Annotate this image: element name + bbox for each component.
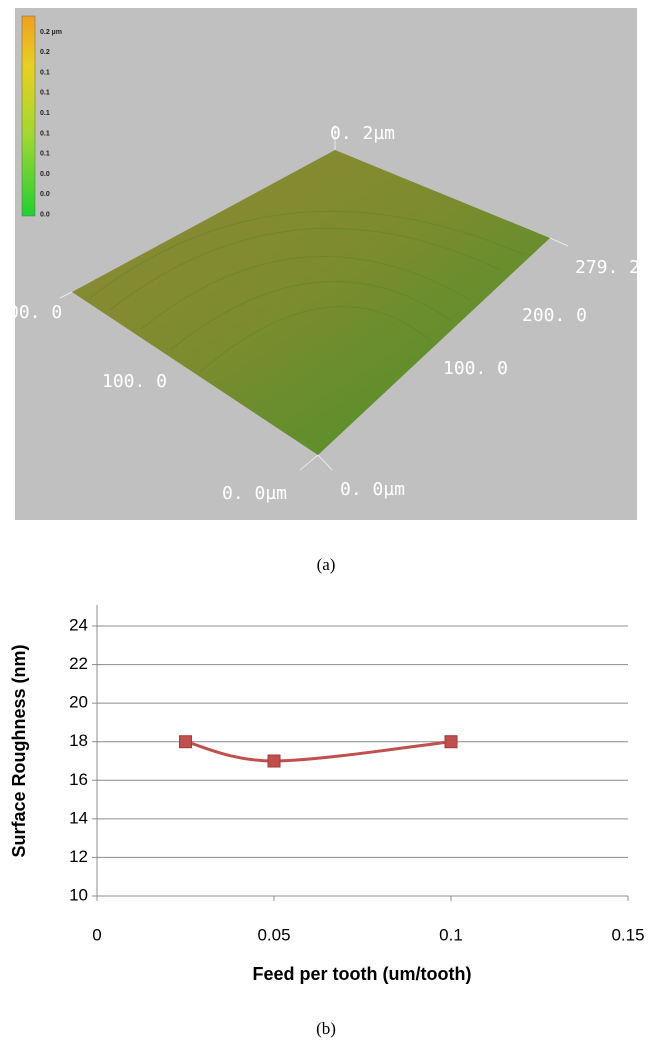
surface-label: 00. 0 — [8, 302, 62, 323]
surface-label: 100. 0 — [443, 358, 508, 379]
marker — [445, 736, 457, 748]
x-tick-label: 0.1 — [439, 925, 463, 944]
surface-label: 279. 2 — [575, 257, 640, 278]
chart: 10 12 14 16 18 20 22 24 0 0.05 0.1 0.15 — [69, 605, 644, 944]
colorbar-label: 0.2 — [40, 49, 50, 56]
x-tick-label: 0.05 — [257, 925, 290, 944]
figure: 0.2 µm 0.2 0.1 0.1 0.1 0.1 0.1 0.0 0.0 0.0 0. 2µm… — [0, 0, 653, 1044]
y-tick-label: 24 — [69, 615, 88, 634]
colorbar-label: 0.1 — [40, 90, 50, 97]
marker — [268, 755, 280, 767]
y-tick-label: 14 — [69, 808, 88, 827]
colorbar — [22, 16, 35, 216]
y-tick-label: 12 — [69, 847, 88, 866]
surface-panel: 0.2 µm 0.2 0.1 0.1 0.1 0.1 0.1 0.0 0.0 0.0 0. 2µm… — [8, 8, 640, 520]
y-tick-label: 18 — [69, 731, 88, 750]
caption: (b) — [316, 1019, 336, 1038]
x-tick-label: 0 — [92, 925, 101, 944]
surface-label: 200. 0 — [522, 305, 587, 326]
colorbar-label: 0.0 — [40, 212, 50, 219]
colorbar-label: 0.0 — [40, 191, 50, 198]
line — [186, 742, 452, 761]
y-tick-label: 22 — [69, 654, 88, 673]
surface-label: 0. 0µm — [222, 483, 287, 504]
y-tick-label: 10 — [69, 885, 88, 904]
x-axis-label: Feed per tooth (um/tooth) — [253, 964, 472, 984]
surface-label: 0. 0µm — [340, 479, 405, 500]
caption: (a) — [317, 555, 336, 574]
colorbar-label: 0.2 µm — [40, 29, 62, 36]
colorbar-label: 0.1 — [40, 69, 50, 76]
y-tick-label: 20 — [69, 693, 88, 712]
surface-label: 100. 0 — [102, 371, 167, 392]
colorbar-label: 0.1 — [40, 151, 50, 158]
surface-label: 0. 2µm — [330, 123, 395, 144]
y-axis-label: Surface Roughness (nm) — [9, 644, 29, 857]
marker — [180, 736, 192, 748]
x-tick-label: 0.15 — [611, 925, 644, 944]
y-tick-label: 16 — [69, 770, 88, 789]
colorbar-label: 0.1 — [40, 110, 50, 117]
colorbar-label: 0.0 — [40, 171, 50, 178]
colorbar-label: 0.1 — [40, 130, 50, 137]
